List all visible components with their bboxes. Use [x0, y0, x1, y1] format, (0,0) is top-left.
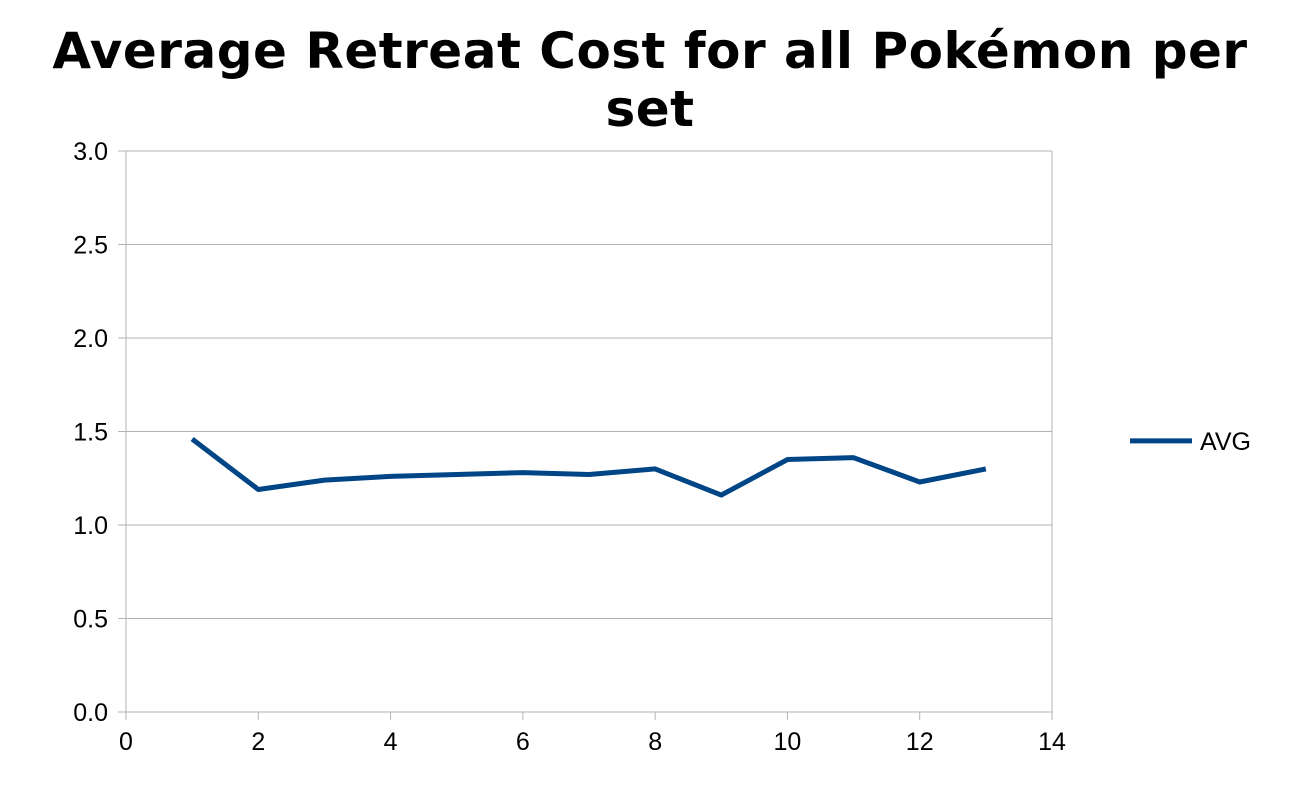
series-line-avg: [190, 436, 987, 498]
x-tick-label: 8: [648, 728, 662, 756]
x-tick-label: 6: [516, 728, 530, 756]
y-tick-label: 1.5: [73, 419, 108, 447]
y-tick-label: 2.0: [73, 325, 108, 353]
legend-label: AVG: [1200, 428, 1251, 456]
x-tick-label: 0: [119, 728, 133, 756]
y-tick-label: 3.0: [73, 138, 108, 166]
chart-title: Average Retreat Cost for all Pokémon per…: [52, 22, 1248, 138]
gridlines: [126, 150, 1052, 713]
series-layer: [190, 436, 987, 498]
y-tick-label: 2.5: [73, 232, 108, 260]
axes: [118, 150, 1053, 720]
y-tick-labels: 0.0 0.5 1.0 1.5 2.0 2.5 3.0: [73, 138, 108, 727]
y-tick-label: 0.5: [73, 606, 108, 634]
x-tick-label: 10: [774, 728, 802, 756]
x-tick-label: 14: [1038, 728, 1066, 756]
y-tick-label: 1.0: [73, 512, 108, 540]
x-tick-label: 4: [384, 728, 398, 756]
x-tick-label: 12: [906, 728, 934, 756]
x-tick-label: 2: [251, 728, 265, 756]
y-tick-label: 0.0: [73, 699, 108, 727]
x-tick-labels: 0 2 4 6 8 10 12 14: [119, 728, 1066, 756]
legend: AVG: [1130, 428, 1251, 456]
